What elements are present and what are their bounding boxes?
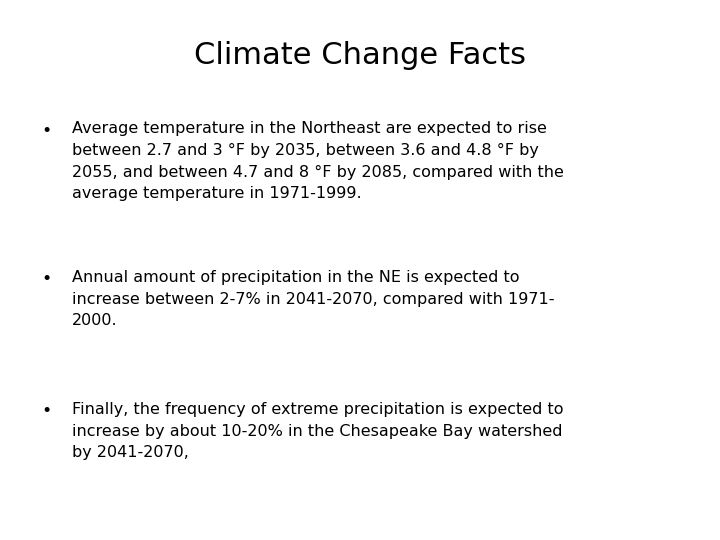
Text: Annual amount of precipitation in the NE is expected to
increase between 2-7% in: Annual amount of precipitation in the NE… bbox=[72, 270, 554, 328]
Text: Finally, the frequency of extreme precipitation is expected to
increase by about: Finally, the frequency of extreme precip… bbox=[72, 402, 564, 461]
Text: •: • bbox=[42, 402, 52, 420]
Text: Average temperature in the Northeast are expected to rise
between 2.7 and 3 °F b: Average temperature in the Northeast are… bbox=[72, 122, 564, 201]
Text: Climate Change Facts: Climate Change Facts bbox=[194, 40, 526, 70]
Text: •: • bbox=[42, 270, 52, 288]
Text: •: • bbox=[42, 122, 52, 139]
